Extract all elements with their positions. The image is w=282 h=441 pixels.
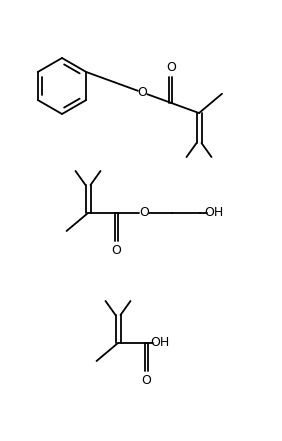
Text: O: O <box>138 86 147 99</box>
Text: O: O <box>166 61 176 74</box>
Text: OH: OH <box>204 206 224 220</box>
Text: O: O <box>141 374 151 386</box>
Text: OH: OH <box>150 336 170 350</box>
Text: O: O <box>139 206 149 220</box>
Text: O: O <box>111 243 121 257</box>
